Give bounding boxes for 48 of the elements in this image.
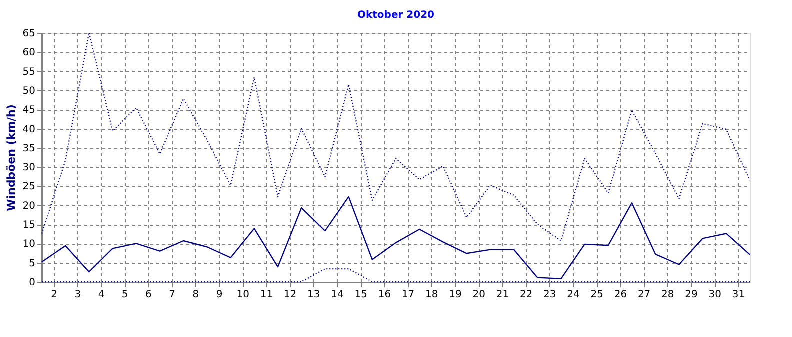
x-tick-label: 21	[496, 290, 510, 300]
x-tick-label: 13	[308, 290, 320, 300]
line-series	[41, 32, 751, 242]
x-tick-label: 30	[708, 290, 722, 300]
x-tick-label: 14	[331, 290, 344, 300]
y-tick-label: 35	[22, 143, 36, 154]
y-tick-label: 25	[22, 182, 36, 193]
y-tick-label: 50	[22, 86, 36, 97]
x-tick-label: 20	[472, 290, 486, 300]
y-tick-label: 40	[22, 124, 36, 136]
x-tick-label: 26	[614, 290, 628, 300]
x-tick-label: 16	[378, 290, 392, 300]
x-tick-label: 31	[732, 290, 746, 300]
x-tick-label: 6	[146, 290, 152, 300]
y-tick-label: 20	[22, 200, 36, 212]
x-tick-label: 27	[638, 290, 651, 300]
x-tick-label: 7	[169, 290, 176, 300]
x-tick-label: 12	[284, 290, 297, 300]
x-tick-label: 10	[236, 290, 250, 300]
x-tick-label: 24	[567, 290, 580, 300]
y-tick-label: 65	[22, 28, 36, 40]
y-tick-label: 45	[22, 105, 36, 116]
x-tick-label: 2	[51, 290, 58, 300]
x-tick-label: 23	[544, 290, 556, 300]
x-tick-label: 17	[402, 290, 415, 300]
chart-title: Oktober 2020	[358, 10, 435, 21]
y-tick-label: 0	[29, 278, 36, 288]
y-tick-label: 30	[22, 162, 36, 174]
x-tick-label: 15	[354, 290, 368, 300]
x-tick-label: 4	[98, 290, 105, 300]
x-tick-label: 9	[216, 290, 223, 300]
y-axis-title: Windböen (km/h)	[4, 104, 18, 212]
x-tick-label: 3	[74, 290, 82, 300]
x-tick-label: 22	[520, 290, 533, 300]
x-tick-label: 5	[122, 290, 128, 300]
y-tick-label: 15	[22, 220, 36, 232]
x-tick-label: 18	[426, 290, 438, 300]
y-tick-label: 10	[22, 239, 36, 250]
y-tick-label: 60	[22, 48, 36, 59]
y-tick-label: 5	[29, 258, 36, 270]
line-series	[41, 196, 751, 280]
x-tick-label: 8	[192, 290, 200, 300]
x-tick-label: 11	[260, 290, 274, 300]
y-tick-label: 55	[22, 66, 36, 78]
x-tick-label: 29	[685, 290, 698, 300]
x-tick-label: 28	[662, 290, 674, 300]
x-tick-label: 19	[449, 290, 462, 300]
x-tick-label: 25	[590, 290, 604, 300]
